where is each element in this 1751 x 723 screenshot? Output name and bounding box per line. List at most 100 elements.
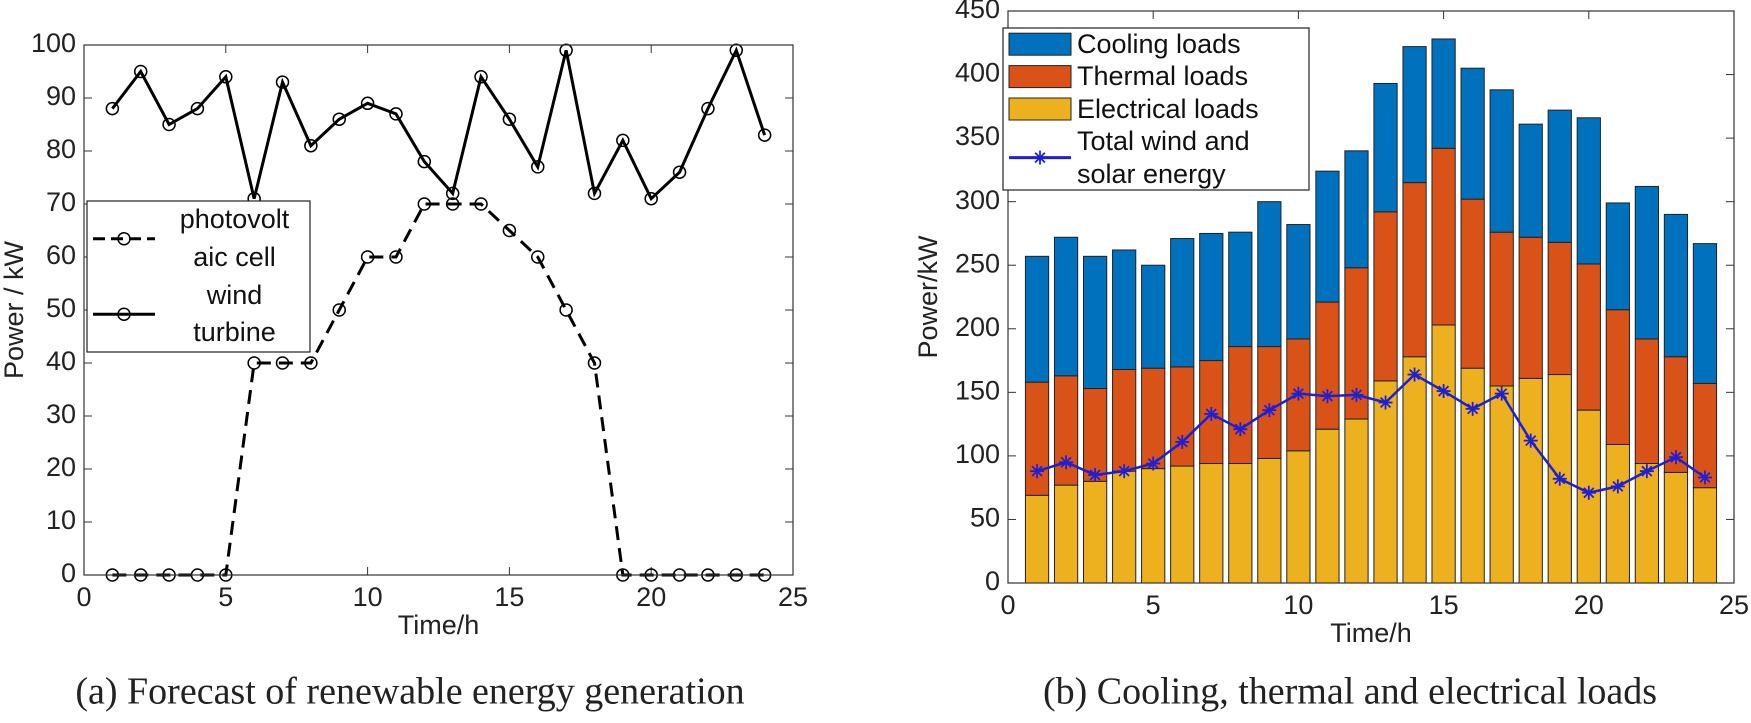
legend-entry: Cooling loads [1077,29,1241,59]
y-tick-label: 0 [61,558,76,588]
legend-box [86,200,311,353]
marker [247,356,261,370]
marker [417,197,432,211]
star-stroke [1205,408,1217,420]
marker [304,356,318,370]
x-tick-label: 10 [1283,590,1313,620]
bar-segment [1024,255,1050,383]
star-stroke [1438,385,1450,397]
marker [1523,433,1538,448]
marker [587,186,602,201]
marker [360,250,375,264]
star-stroke [1583,487,1595,499]
marker [1175,434,1190,449]
marker [474,70,488,84]
bar-segment [1547,241,1572,376]
bar-segment [1083,388,1108,482]
marker [332,112,346,126]
bar-segment [1634,185,1659,340]
marker [445,186,460,201]
y-tick-label: 50 [46,293,76,323]
marker [190,101,205,116]
star-stroke [1409,369,1421,381]
bar-segment [1315,428,1340,584]
star-stroke [1060,456,1072,468]
marker [1233,422,1248,437]
y-tick-label: 250 [955,248,1000,278]
star-stroke [1321,390,1333,402]
x-tick-label: 0 [76,582,91,612]
marker [133,64,148,79]
marker [219,70,233,84]
bar-segment [1083,480,1108,584]
marker [672,165,687,179]
star-stroke [1034,152,1046,164]
marker [757,128,772,142]
marker [1610,479,1625,494]
y-tick-label: 20 [46,452,76,482]
bar-segment [1460,367,1485,584]
bar-segment [1431,324,1456,584]
bar-segment [1170,366,1195,467]
bar-segment [1634,338,1659,465]
plot-frame [83,44,794,576]
bar-segment [1431,147,1456,326]
y-tick-label: 200 [955,312,1000,342]
bar-segment [1257,201,1282,348]
y-tick-label: 450 [955,0,1000,24]
bar-segment [1199,463,1224,584]
marker [1465,401,1480,416]
bar-segment [1547,109,1572,243]
bar-segment [1518,377,1543,584]
y-tick-label: 0 [985,566,1000,596]
legend-swatch [1008,97,1072,121]
star-stroke [1496,388,1508,400]
bar-segment [1228,463,1253,584]
bar-segment [1402,356,1427,584]
marker [332,303,346,317]
marker [105,101,120,116]
x-tick-label: 25 [1719,590,1749,620]
marker [1639,464,1654,479]
plot-frame [1007,10,1735,584]
x-tick-label: 20 [1574,590,1604,620]
star-stroke [1525,435,1537,447]
bar-segment [1170,238,1195,368]
y-tick-label: 100 [31,28,76,58]
marker [701,101,715,116]
legend-label: Total wind and solar energy [1077,126,1250,189]
marker [1059,455,1074,470]
marker [304,138,318,153]
legend-label: photovolt aic cell [179,204,290,272]
star-stroke [1379,396,1392,409]
caption: (a) Forecast of renewable energy generat… [75,671,744,713]
marker [360,96,375,111]
marker [1697,470,1712,485]
marker [1581,485,1596,500]
bar-segment [1315,301,1340,430]
bar-segment [1373,380,1398,584]
y-tick-label: 150 [955,375,1000,405]
bar-segment [1141,468,1166,584]
bar-segment [1402,46,1427,184]
star-stroke [1263,404,1275,416]
bar-segment [1228,346,1253,465]
star-stroke [1554,473,1566,485]
x-tick-label: 5 [218,582,233,612]
bar-segment [1112,470,1137,584]
caption: (b) Cooling, thermal and electrical load… [1043,671,1657,713]
marker [389,250,403,264]
bar-segment [1576,117,1601,265]
marker [1407,367,1422,382]
legend-entry: Thermal loads [1077,61,1248,91]
marker [559,43,573,58]
y-tick-label: 10 [46,505,76,535]
bar-segment [1489,89,1514,233]
marker [1494,386,1509,401]
marker [1204,406,1219,421]
bar-segment [1344,418,1369,584]
star-stroke [1089,469,1101,481]
y-tick-label: 60 [46,240,76,270]
marker [1320,389,1335,404]
y-tick-label: 70 [46,187,76,217]
